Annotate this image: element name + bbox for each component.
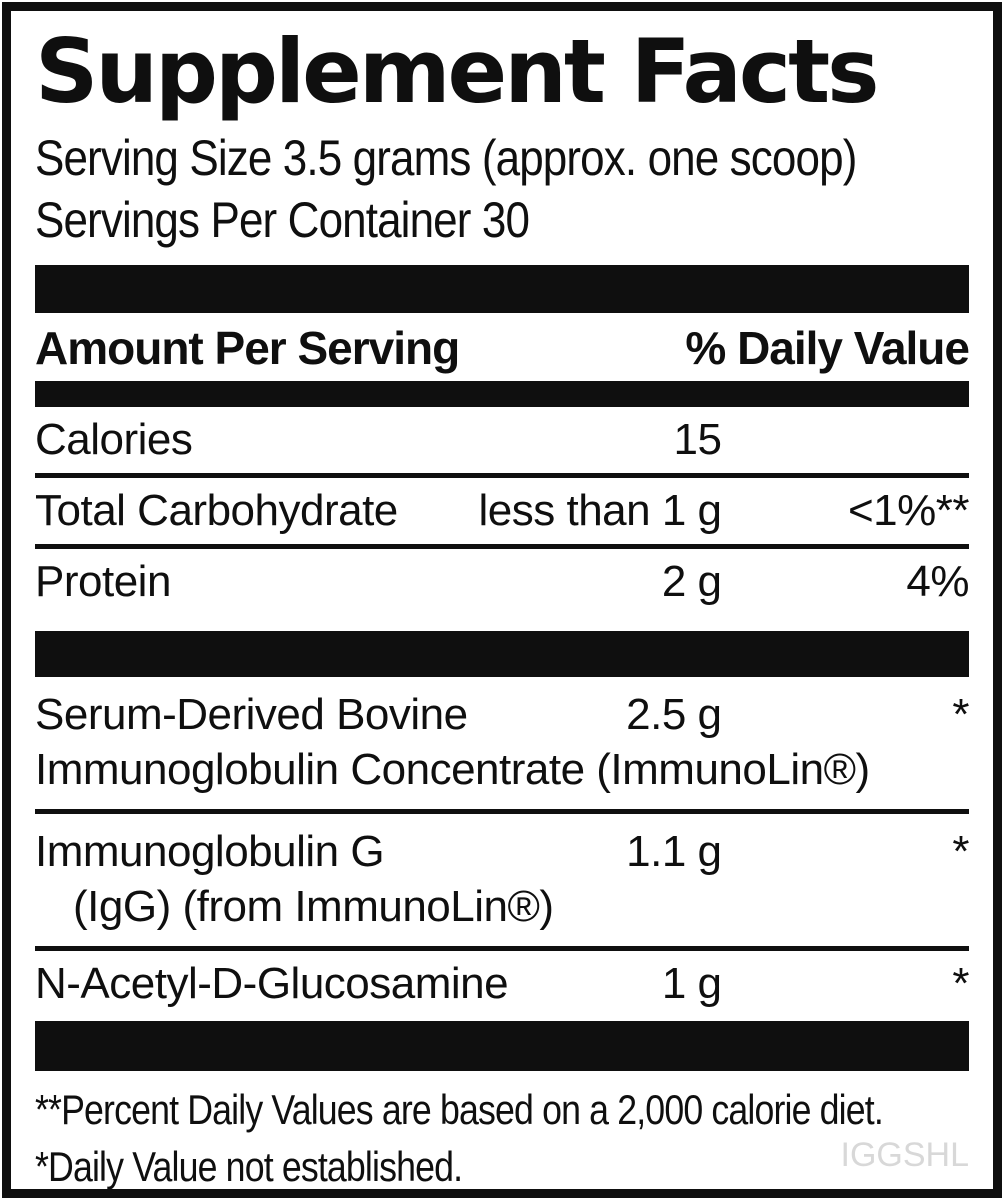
ingredient-name: Serum-Derived Bovine — [35, 689, 468, 739]
nutrient-amount: 15 — [673, 414, 722, 464]
row-separator — [35, 808, 969, 814]
ingredient-dv: * — [952, 689, 969, 739]
row-separator — [35, 472, 969, 478]
ingredient-amount: 1.1 g — [626, 826, 722, 876]
nutrient-dv: 4% — [906, 556, 969, 606]
ingredient-row-serum-immunoglobulin: Serum-Derived Bovine 2.5 g * Immunoglobu… — [35, 677, 969, 809]
nutrient-row-calories: Calories 15 — [35, 407, 969, 473]
nutrient-row-total-carbohydrate: Total Carbohydrate less than 1 g <1%** — [35, 478, 969, 544]
ingredient-name-line2: Immunoglobulin Concentrate (ImmunoLin®) — [35, 744, 870, 794]
ingredient-row-n-acetyl-d-glucosamine: N-Acetyl-D-Glucosamine 1 g * — [35, 951, 969, 1017]
divider-bar-bottom — [35, 1020, 969, 1071]
divider-bar-top — [35, 264, 969, 313]
serving-info: Serving Size 3.5 grams (approx. one scoo… — [35, 127, 969, 251]
ingredient-amount: 2.5 g — [626, 689, 722, 739]
nutrient-name: Protein — [35, 556, 171, 606]
ingredient-name: N-Acetyl-D-Glucosamine — [35, 958, 509, 1008]
amount-per-serving-header: Amount Per Serving — [35, 321, 460, 374]
watermark-text: IGGSHL — [840, 1136, 969, 1174]
nutrient-amount: 2 g — [661, 556, 722, 606]
nutrient-row-protein: Protein 2 g 4% — [35, 549, 969, 615]
divider-bar-ingredients — [35, 630, 969, 677]
serving-size-text: Serving Size 3.5 grams (approx. one scoo… — [35, 129, 857, 186]
ingredient-dv: * — [952, 826, 969, 876]
nutrient-name: Calories — [35, 414, 193, 464]
ingredient-row-immunoglobulin-g: Immunoglobulin G 1.1 g * (IgG) (from Imm… — [35, 814, 969, 946]
panel-title: Supplement Facts — [35, 20, 880, 123]
row-separator — [35, 543, 969, 549]
ingredient-name-line2: (IgG) (from ImmunoLin®) — [73, 881, 554, 931]
divider-bar-header — [35, 380, 969, 407]
nutrient-amount: less than 1 g — [478, 485, 723, 535]
footnote-daily-values: **Percent Daily Values are based on a 2,… — [35, 1085, 884, 1133]
ingredient-dv: * — [952, 958, 969, 1008]
nutrient-name: Total Carbohydrate — [35, 485, 398, 535]
ingredient-name: Immunoglobulin G — [35, 826, 385, 876]
ingredient-amount: 1 g — [661, 958, 722, 1008]
footnotes: **Percent Daily Values are based on a 2,… — [35, 1081, 969, 1190]
row-separator — [35, 945, 969, 951]
column-header-row: Amount Per Serving % Daily Value — [35, 313, 970, 381]
nutrient-dv — [722, 416, 970, 464]
nutrient-dv: <1%** — [847, 485, 970, 535]
servings-per-container-text: Servings Per Container 30 — [35, 191, 530, 248]
percent-daily-value-header: % Daily Value — [685, 321, 970, 374]
footnote-dv-not-established: *Daily Value not established. — [35, 1142, 463, 1190]
